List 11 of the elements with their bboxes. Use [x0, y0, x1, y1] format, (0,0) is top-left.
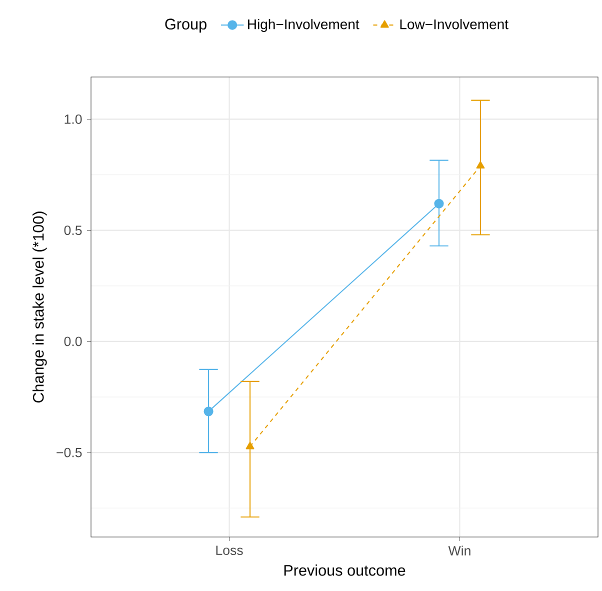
x-tick-label: Win: [448, 546, 470, 556]
legend-title: Group: [165, 18, 206, 33]
y-tick-label: −0.5: [56, 448, 82, 458]
y-tick-label: 1.0: [64, 114, 82, 124]
y-axis-title: Change in stake level (*100): [32, 212, 47, 403]
y-tick-label: 0.5: [64, 226, 82, 236]
x-tick-label: Loss: [216, 546, 243, 555]
legend-label: High−Involvement: [248, 18, 360, 32]
x-axis-title: Previous outcome: [284, 564, 406, 576]
y-tick-label: 0.0: [64, 336, 82, 346]
legend-label: Low−Involvement: [400, 18, 508, 30]
